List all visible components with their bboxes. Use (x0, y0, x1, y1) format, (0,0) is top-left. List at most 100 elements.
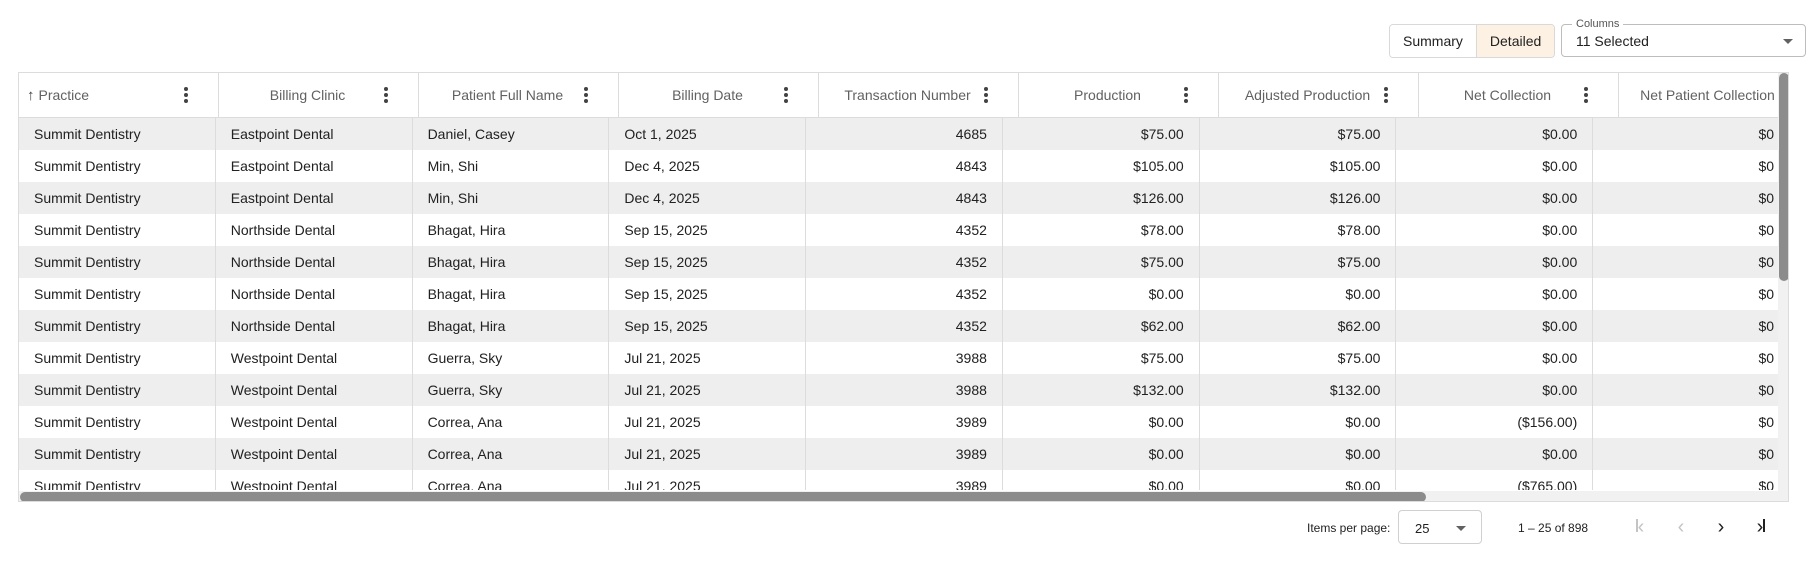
table-cell: Westpoint Dental (216, 406, 413, 438)
column-menu-icon[interactable] (384, 87, 388, 103)
last-page-button[interactable]: › (1747, 513, 1775, 541)
table-cell: Summit Dentistry (19, 342, 216, 374)
table-cell: Summit Dentistry (19, 278, 216, 310)
table-cell: $0.00 (1396, 310, 1594, 342)
table-cell: Summit Dentistry (19, 374, 216, 406)
table-cell: Eastpoint Dental (216, 182, 413, 214)
table-cell: Northside Dental (216, 214, 413, 246)
column-header[interactable]: Transaction Number (819, 73, 1019, 117)
column-header[interactable]: Net Patient Collection (1619, 73, 1788, 117)
column-header[interactable]: Billing Date (619, 73, 819, 117)
table-cell: Guerra, Sky (413, 342, 610, 374)
table-cell: 3988 (806, 374, 1003, 406)
table-cell: $0.00 (1396, 278, 1594, 310)
table-cell: $75.00 (1200, 246, 1397, 278)
table-row[interactable]: Summit Dentistry Eastpoint Dental Daniel, … (19, 118, 1788, 150)
table-cell: Correa, Ana (413, 438, 610, 470)
table-cell: Daniel, Casey (413, 118, 610, 150)
next-page-button[interactable]: › (1707, 513, 1735, 541)
first-page-button[interactable]: ‹ (1626, 513, 1654, 541)
horizontal-scrollbar[interactable] (19, 491, 1778, 501)
table-cell: Sep 15, 2025 (609, 310, 807, 342)
table-cell: $0.00 (1003, 278, 1200, 310)
table-row[interactable]: Summit Dentistry Westpoint Dental Guerra, … (19, 374, 1788, 406)
column-header[interactable]: Net Collection (1419, 73, 1619, 117)
vertical-scrollbar-thumb[interactable] (1779, 73, 1788, 281)
column-menu-icon[interactable] (1584, 87, 1588, 103)
grid-header: ↑ Practice Billing Clinic Patient Full Name… (19, 73, 1788, 118)
table-cell: $75.00 (1003, 246, 1200, 278)
table-cell: $0 (1593, 406, 1788, 438)
table-row[interactable]: Summit Dentistry Westpoint Dental Correa, … (19, 406, 1788, 438)
table-cell: Jul 21, 2025 (609, 342, 807, 374)
columns-select-label: Columns (1572, 17, 1624, 31)
table-cell: Summit Dentistry (19, 150, 216, 182)
column-header[interactable]: Patient Full Name (419, 73, 619, 117)
column-menu-icon[interactable] (784, 87, 788, 103)
table-cell: Summit Dentistry (19, 182, 216, 214)
table-cell: Bhagat, Hira (413, 310, 610, 342)
summary-toggle-button[interactable]: Summary (1390, 25, 1476, 57)
table-cell: 4352 (806, 246, 1003, 278)
table-cell: $126.00 (1003, 182, 1200, 214)
table-row[interactable]: Summit Dentistry Westpoint Dental Guerra, … (19, 342, 1788, 374)
table-cell: $0 (1593, 246, 1788, 278)
horizontal-scrollbar-thumb[interactable] (20, 492, 1426, 501)
table-cell: 4843 (806, 182, 1003, 214)
detailed-toggle-button[interactable]: Detailed (1475, 25, 1555, 57)
last-page-icon: › (1756, 516, 1766, 538)
column-header[interactable]: Production (1019, 73, 1219, 117)
column-header-label: Patient Full Name (451, 86, 564, 103)
table-cell: Jul 21, 2025 (609, 406, 807, 438)
table-cell: Westpoint Dental (216, 438, 413, 470)
table-cell: $62.00 (1200, 310, 1397, 342)
sort-ascending-icon: ↑ (27, 86, 35, 104)
table-row[interactable]: Summit Dentistry Northside Dental Bhagat, … (19, 214, 1788, 246)
items-per-page-select[interactable]: 25 (1398, 510, 1482, 544)
page-range-label: 1 – 25 of 898 (1518, 521, 1589, 535)
column-menu-icon[interactable] (1184, 87, 1188, 103)
table-cell: Dec 4, 2025 (609, 182, 807, 214)
table-cell: $78.00 (1003, 214, 1200, 246)
table-cell: $0 (1593, 438, 1788, 470)
table-cell: $105.00 (1200, 150, 1397, 182)
table-cell: $0 (1593, 278, 1788, 310)
table-row[interactable]: Summit Dentistry Westpoint Dental Correa, … (19, 470, 1788, 490)
table-cell: $0 (1593, 118, 1788, 150)
table-cell: Sep 15, 2025 (609, 246, 807, 278)
table-cell: Correa, Ana (413, 406, 610, 438)
table-cell: Northside Dental (216, 310, 413, 342)
column-header[interactable]: Adjusted Production (1219, 73, 1419, 117)
table-cell: Min, Shi (413, 150, 610, 182)
table-row[interactable]: Summit Dentistry Eastpoint Dental Min, Shi… (19, 150, 1788, 182)
table-cell: $126.00 (1200, 182, 1397, 214)
table-row[interactable]: Summit Dentistry Northside Dental Bhagat, … (19, 246, 1788, 278)
column-menu-icon[interactable] (984, 87, 988, 103)
table-cell: 4685 (806, 118, 1003, 150)
table-row[interactable]: Summit Dentistry Eastpoint Dental Min, Shi… (19, 182, 1788, 214)
data-grid: ↑ Practice Billing Clinic Patient Full Name… (18, 72, 1789, 502)
table-row[interactable]: Summit Dentistry Northside Dental Bhagat, … (19, 278, 1788, 310)
table-cell: $0.00 (1396, 342, 1594, 374)
table-cell: $0 (1593, 470, 1788, 490)
previous-page-button[interactable]: ‹ (1667, 513, 1695, 541)
table-cell: Northside Dental (216, 246, 413, 278)
column-menu-icon[interactable] (184, 87, 188, 103)
table-cell: $0.00 (1003, 470, 1200, 490)
table-cell: 3988 (806, 342, 1003, 374)
column-header[interactable]: ↑ Practice (19, 73, 219, 117)
column-menu-icon[interactable] (1384, 87, 1388, 103)
column-menu-icon[interactable] (584, 87, 588, 103)
table-cell: Eastpoint Dental (216, 150, 413, 182)
table-cell: 3989 (806, 470, 1003, 490)
chevron-right-icon: › (1717, 516, 1725, 538)
column-header[interactable]: Billing Clinic (219, 73, 419, 117)
vertical-scrollbar[interactable] (1778, 73, 1788, 501)
table-cell: 3989 (806, 406, 1003, 438)
table-cell: $0.00 (1396, 182, 1594, 214)
table-row[interactable]: Summit Dentistry Westpoint Dental Correa, … (19, 438, 1788, 470)
columns-select[interactable]: Columns 11 Selected (1561, 17, 1806, 57)
items-per-page-value: 25 (1415, 521, 1430, 536)
table-cell: $75.00 (1200, 342, 1397, 374)
table-row[interactable]: Summit Dentistry Northside Dental Bhagat, … (19, 310, 1788, 342)
